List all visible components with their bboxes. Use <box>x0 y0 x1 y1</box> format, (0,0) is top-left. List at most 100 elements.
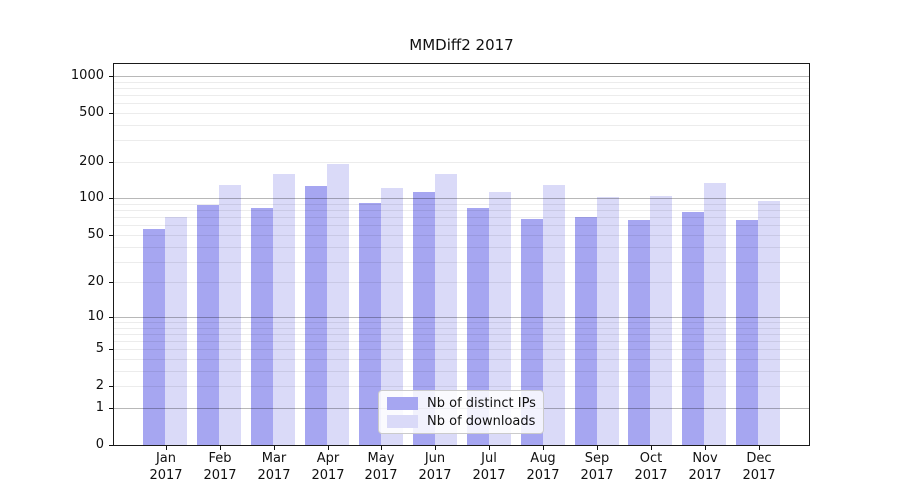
x-tick-mark-aug <box>543 446 545 450</box>
bar-nb-of-downloads-nov <box>704 183 726 445</box>
x-tick-mark-mar <box>274 446 276 450</box>
x-tick-month: Sep <box>584 451 610 466</box>
bar-nb-of-downloads-apr <box>327 164 349 445</box>
gridline-20 <box>114 282 809 283</box>
x-tick-month: Nov <box>692 451 718 466</box>
y-tick-label-10: 10 <box>87 309 104 324</box>
y-tick-mark-5 <box>109 349 113 351</box>
y-tick-label-50: 50 <box>87 227 104 242</box>
bar-nb-of-downloads-jun <box>435 174 457 445</box>
x-tick-mark-sep <box>597 446 599 450</box>
y-tick-mark-0 <box>109 445 113 447</box>
y-tick-label-5: 5 <box>95 341 104 356</box>
x-tick-mark-jun <box>435 446 437 450</box>
y-tick-mark-200 <box>109 162 113 164</box>
bar-nb-of-distinct-ips-nov <box>682 212 704 445</box>
x-tick-month: Apr <box>316 451 340 466</box>
x-tick-label-feb: Feb 2017 <box>192 450 248 484</box>
x-tick-year: 2017 <box>526 468 560 483</box>
x-tick-month: Jan <box>155 451 177 466</box>
gridline-200 <box>114 162 809 163</box>
bar-nb-of-distinct-ips-dec <box>736 220 758 445</box>
gridline-2 <box>114 386 809 387</box>
x-tick-mark-jul <box>489 446 491 450</box>
legend-swatch-nb-of-distinct-ips <box>387 396 418 410</box>
x-tick-label-may: May 2017 <box>353 450 409 484</box>
bar-nb-of-downloads-oct <box>650 196 672 445</box>
chart-title: MMDiff2 2017 <box>409 36 514 54</box>
x-tick-year: 2017 <box>311 468 345 483</box>
x-tick-label-sep: Sep 2017 <box>569 450 625 484</box>
x-tick-year: 2017 <box>149 468 183 483</box>
x-tick-month: Jul <box>481 451 497 466</box>
y-tick-label-1000: 1000 <box>70 68 104 83</box>
gridline-7 <box>114 334 809 335</box>
x-tick-label-nov: Nov 2017 <box>677 450 733 484</box>
x-tick-year: 2017 <box>257 468 291 483</box>
x-tick-month: Oct <box>639 451 663 466</box>
x-tick-year: 2017 <box>688 468 722 483</box>
x-tick-month: Aug <box>530 451 556 466</box>
bar-nb-of-distinct-ips-mar <box>251 208 273 445</box>
bar-nb-of-distinct-ips-sep <box>575 217 597 445</box>
gridline-major-10 <box>114 317 809 318</box>
y-tick-mark-1 <box>109 408 113 410</box>
gridline-major-1000 <box>114 76 809 77</box>
y-tick-mark-100 <box>109 198 113 200</box>
bar-nb-of-downloads-jan <box>165 217 187 445</box>
bar-nb-of-downloads-may <box>381 188 403 445</box>
x-tick-month: Jun <box>424 451 446 466</box>
x-tick-label-apr: Apr 2017 <box>300 450 356 484</box>
gridline-6 <box>114 341 809 342</box>
legend-row-nb-of-downloads: Nb of downloads <box>379 414 543 429</box>
y-tick-mark-20 <box>109 282 113 284</box>
x-tick-label-mar: Mar 2017 <box>246 450 302 484</box>
x-tick-year: 2017 <box>742 468 776 483</box>
gridline-70 <box>114 217 809 218</box>
x-tick-year: 2017 <box>364 468 398 483</box>
gridline-700 <box>114 95 809 96</box>
x-tick-mark-nov <box>705 446 707 450</box>
x-tick-month: Dec <box>746 451 772 466</box>
gridline-90 <box>114 204 809 205</box>
x-tick-month: May <box>367 451 395 466</box>
y-tick-mark-500 <box>109 113 113 115</box>
bar-nb-of-distinct-ips-jun <box>413 192 435 445</box>
bar-nb-of-distinct-ips-jan <box>143 229 165 445</box>
x-tick-mark-feb <box>220 446 222 450</box>
x-tick-year: 2017 <box>418 468 452 483</box>
legend-swatch-nb-of-downloads <box>387 414 418 428</box>
y-tick-label-0: 0 <box>95 437 104 452</box>
legend-row-nb-of-distinct-ips: Nb of distinct IPs <box>379 396 543 411</box>
y-tick-label-200: 200 <box>79 154 104 169</box>
x-tick-label-jun: Jun 2017 <box>407 450 463 484</box>
y-tick-mark-2 <box>109 386 113 388</box>
x-tick-month: Feb <box>208 451 232 466</box>
y-tick-label-2: 2 <box>95 378 104 393</box>
bar-nb-of-downloads-feb <box>219 185 241 445</box>
gridline-4 <box>114 359 809 360</box>
y-tick-mark-50 <box>109 235 113 237</box>
gridline-9 <box>114 322 809 323</box>
legend: Nb of distinct IPs Nb of downloads <box>378 390 544 434</box>
gridline-8 <box>114 328 809 329</box>
x-tick-mark-dec <box>759 446 761 450</box>
plot-area: Nb of distinct IPs Nb of downloads <box>113 63 810 446</box>
y-tick-label-1: 1 <box>95 400 104 415</box>
y-tick-label-100: 100 <box>79 190 104 205</box>
x-tick-label-aug: Aug 2017 <box>515 450 571 484</box>
x-tick-label-oct: Oct 2017 <box>623 450 679 484</box>
x-tick-mark-may <box>381 446 383 450</box>
x-tick-label-dec: Dec 2017 <box>731 450 787 484</box>
gridline-600 <box>114 103 809 104</box>
bar-nb-of-downloads-dec <box>758 201 780 445</box>
gridline-30 <box>114 262 809 263</box>
y-tick-mark-10 <box>109 317 113 319</box>
bar-nb-of-distinct-ips-oct <box>628 220 650 445</box>
x-tick-mark-jan <box>166 446 168 450</box>
x-tick-year: 2017 <box>203 468 237 483</box>
bar-nb-of-distinct-ips-apr <box>305 186 327 445</box>
y-tick-label-500: 500 <box>79 105 104 120</box>
x-tick-year: 2017 <box>580 468 614 483</box>
